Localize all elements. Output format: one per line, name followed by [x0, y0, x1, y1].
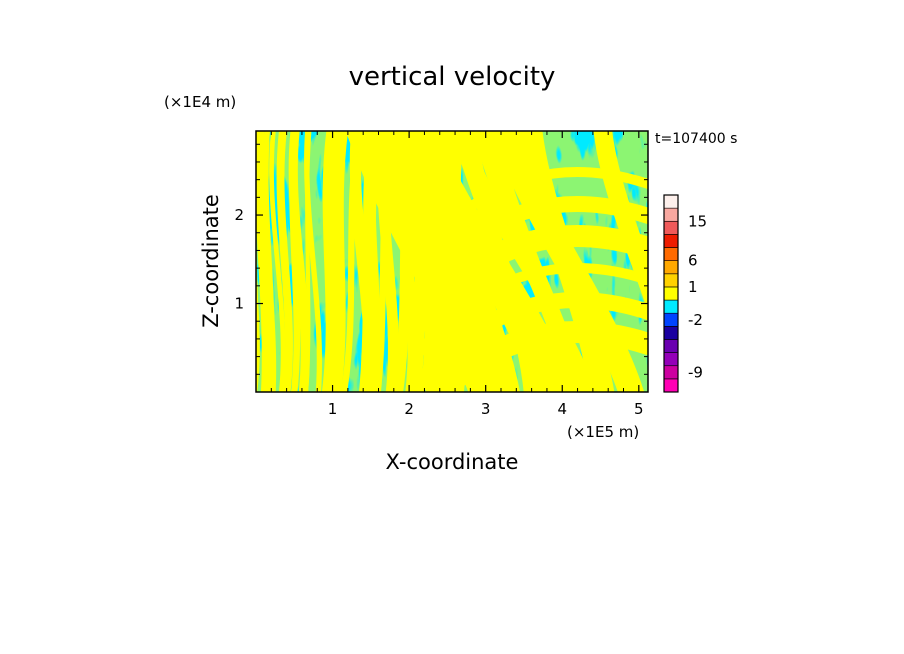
x-unit-label: (×1E5 m)	[567, 423, 639, 441]
colorbar-swatch	[663, 273, 679, 288]
positive-band	[256, 131, 259, 386]
x-tick-label: 4	[557, 400, 567, 418]
plot-area	[224, 121, 648, 402]
positive-band	[256, 273, 260, 392]
y-tick-label: 2	[234, 206, 244, 224]
x-tick-label: 5	[634, 400, 644, 418]
x-axis-label: X-coordinate	[386, 450, 519, 474]
y-tick-label: 1	[234, 295, 244, 313]
colorbar-swatch	[663, 326, 679, 340]
colorbar-swatch	[663, 312, 679, 327]
colorbar-tick-label: 15	[688, 212, 707, 230]
plot-frame	[255, 130, 649, 393]
time-label: t=107400 s	[655, 131, 737, 147]
y-axis-label: Z-coordinate	[199, 194, 223, 328]
colorbar-swatch	[663, 378, 679, 393]
y-axis: 12	[234, 143, 648, 375]
colorbar-tick-label: 6	[688, 252, 698, 270]
colorbar-swatch	[663, 299, 679, 314]
colorbar-swatch	[663, 194, 679, 209]
x-tick-label: 1	[328, 400, 338, 418]
x-tick-label: 3	[481, 400, 491, 418]
colorbar-swatch	[663, 260, 679, 275]
colorbar-swatch	[663, 365, 679, 380]
x-axis: 1 2 3 4 5	[270, 131, 644, 418]
positive-band	[224, 121, 231, 402]
colorbar-swatch	[663, 207, 679, 222]
colorbar-tick-label: -2	[688, 311, 703, 329]
colorbar-swatch	[663, 286, 679, 301]
colorbar-tick-label: 1	[688, 278, 698, 296]
positive-band	[243, 121, 250, 402]
colorbar-swatch	[663, 220, 679, 235]
colorbar-swatch	[663, 352, 679, 367]
colorbar: -9 -2 1 6 15	[663, 194, 707, 393]
colorbar-tick-label: -9	[688, 363, 703, 381]
colorbar-swatch	[663, 339, 679, 353]
colorbar-swatch	[663, 247, 679, 261]
x-tick-label: 2	[404, 400, 414, 418]
colorbar-frame	[663, 194, 679, 393]
turbulence-overlay	[256, 131, 648, 392]
chart-title: vertical velocity	[349, 62, 556, 92]
y-unit-label: (×1E4 m)	[164, 93, 236, 111]
colorbar-swatch	[663, 234, 679, 248]
